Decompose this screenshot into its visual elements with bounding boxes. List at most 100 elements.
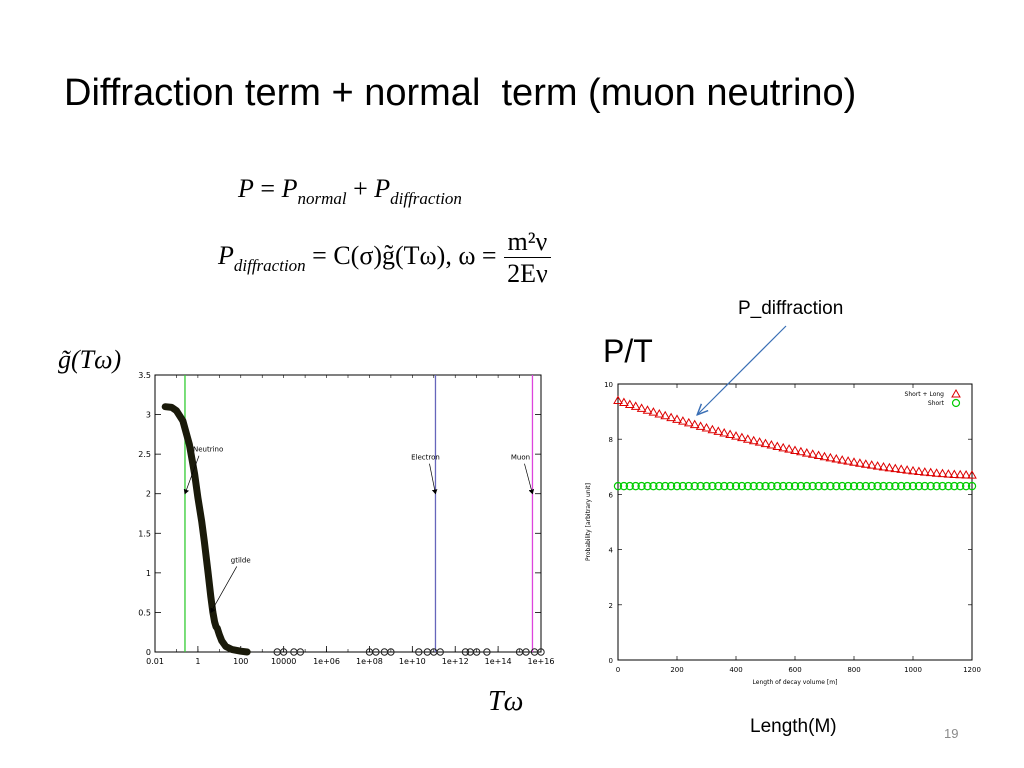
short-point: [897, 481, 906, 491]
short-long-point: [908, 465, 918, 475]
short-point: [637, 481, 646, 491]
short-long-point: [855, 458, 865, 467]
annotation-muon: Muon: [511, 454, 530, 462]
zero-marker: [387, 648, 395, 656]
short-point: [702, 481, 711, 491]
short-point: [956, 481, 965, 491]
x-tick-label: 0: [616, 666, 620, 674]
x-tick-label: 1e+08: [356, 657, 383, 666]
x-tick-label: 400: [729, 666, 742, 674]
short-point: [737, 481, 747, 491]
y-tick-label: 0.5: [138, 608, 151, 617]
x-tick-label: 1e+10: [399, 657, 426, 666]
short-long-point: [613, 395, 623, 405]
short-point: [690, 481, 699, 491]
left-chart-xlabel: Tω: [488, 686, 524, 717]
x-tick-label: 10000: [271, 657, 296, 666]
y-tick-label: 3.5: [138, 371, 151, 380]
annotation-arrow: [210, 566, 238, 614]
short-long-point: [807, 449, 818, 458]
short-long-point: [695, 421, 706, 430]
short-point: [802, 481, 812, 491]
short-long-point: [719, 427, 730, 437]
short-point: [796, 481, 806, 491]
y-tick-label: 8: [609, 436, 613, 444]
short-long-point: [766, 440, 777, 449]
legend-label-short: Short: [928, 400, 945, 407]
zero-marker: [472, 648, 481, 656]
x-tick-label: 600: [788, 666, 801, 674]
zero-marker: [461, 648, 470, 656]
short-long-point: [878, 461, 889, 471]
short-point: [743, 481, 753, 491]
short-long-point: [619, 397, 629, 407]
legend-marker-short: [951, 398, 961, 408]
short-long-point: [860, 459, 871, 468]
short-point: [661, 481, 670, 491]
short-long-point: [819, 451, 830, 461]
short-long-point: [689, 419, 700, 429]
short-long-point: [843, 456, 853, 465]
p-diffraction-arrow: [698, 325, 787, 414]
short-point: [814, 481, 823, 491]
equation-diffraction: Pdiffraction = C(σ)g̃(Tω), ω = m²ν 2Eν: [218, 228, 552, 288]
short-long-point: [890, 463, 901, 473]
short-long-point: [825, 452, 836, 462]
short-long-point: [636, 403, 647, 412]
short-point: [725, 481, 735, 491]
x-tick-label: 1e+16: [528, 657, 555, 666]
equation-total: P = Pnormal + Pdiffraction: [238, 174, 462, 208]
zero-marker: [279, 648, 288, 656]
short-long-point: [902, 465, 912, 474]
gtilde-chart: 0.01 1 100 10000 1e+06 1e+08 1e+10 1e+12 1e+14 1e…: [138, 371, 554, 666]
short-point: [838, 481, 847, 491]
short-point: [902, 481, 912, 491]
short-point: [920, 481, 930, 491]
short-point: [867, 481, 876, 491]
x-tick-label: 1e+06: [313, 657, 340, 666]
short-long-point: [742, 434, 753, 443]
length-label: Length(M): [750, 716, 837, 737]
zero-marker: [296, 648, 305, 656]
short-long-point: [678, 416, 688, 425]
short-long-point: [790, 445, 800, 454]
short-long-point: [937, 468, 948, 478]
short-long-point: [630, 401, 641, 410]
y-tick-label: 1: [146, 569, 151, 578]
short-point: [944, 481, 953, 491]
pt-label: P/T: [603, 333, 653, 369]
short-long-point: [801, 448, 812, 457]
y-tick-label: 0: [146, 648, 151, 657]
short-point: [826, 481, 835, 491]
p-diffraction-label: P_diffraction: [738, 298, 844, 319]
short-long-point: [955, 469, 966, 479]
short-point: [861, 481, 871, 491]
y-tick-label: 0: [609, 657, 613, 665]
short-point: [932, 481, 941, 491]
short-point: [678, 481, 688, 491]
short-point: [950, 481, 959, 491]
short-point: [749, 481, 758, 491]
zero-marker: [415, 648, 423, 656]
short-point: [643, 481, 652, 491]
x-axis-label: Length of decay volume [m]: [753, 679, 838, 686]
short-point: [873, 481, 882, 491]
short-long-point: [748, 435, 759, 445]
slide-number: 19: [944, 726, 959, 741]
y-tick-label: 3: [146, 411, 151, 420]
short-long-point: [737, 432, 747, 442]
y-tick-label: 2: [609, 602, 613, 610]
short-long-point: [784, 444, 794, 453]
zero-marker: [483, 648, 491, 656]
x-tick-label: 100: [233, 657, 248, 666]
annotation-arrow: [524, 463, 535, 495]
y-tick-label: 2: [146, 490, 151, 499]
short-long-point: [837, 455, 848, 464]
short-point: [625, 481, 635, 491]
annotation-gtilde: gtilde: [231, 556, 251, 564]
short-long-point: [772, 441, 783, 450]
short-point: [655, 481, 664, 491]
short-point: [967, 481, 977, 491]
short-point: [885, 481, 894, 491]
